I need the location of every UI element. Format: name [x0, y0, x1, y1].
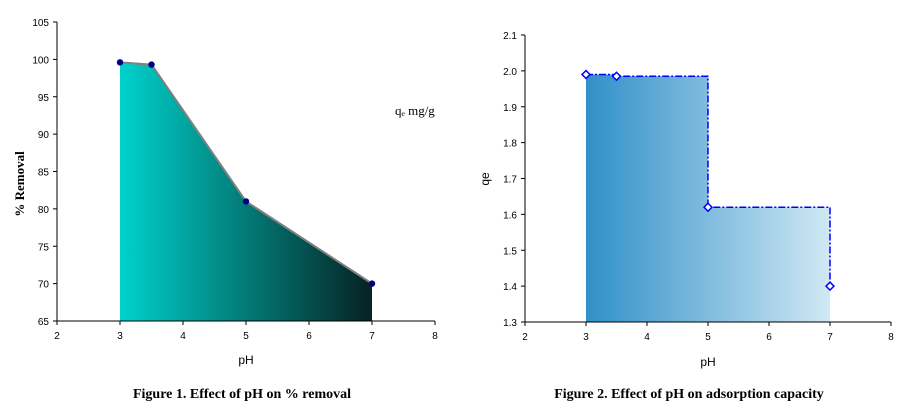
y-tick-label: 1.4: [503, 282, 517, 293]
chart-percent-removal: 2 3 4 5 6 7 8 65 70 75 80 85 90 95 100 105 pH % Remova…: [12, 18, 438, 402]
chart1-y-ticks: 65 70 75 80 85 90 95 100 105: [32, 18, 57, 328]
y-tick-label: 100: [32, 55, 49, 66]
data-point-marker: [242, 198, 250, 205]
y-tick-label: 1.3: [503, 318, 517, 329]
chart2-caption: Figure 2. Effect of pH on adsorption cap…: [554, 387, 824, 402]
chart2-y-axis-label: qe: [478, 172, 492, 186]
x-tick-label: 7: [827, 332, 833, 343]
y-tick-label: 105: [32, 18, 49, 29]
x-tick-label: 4: [644, 332, 650, 343]
x-tick-label: 5: [705, 332, 711, 343]
x-tick-label: 8: [888, 332, 894, 343]
chart1-x-axis-label: pH: [238, 353, 253, 367]
y-tick-label: 95: [38, 93, 50, 104]
data-point-marker: [611, 71, 622, 82]
x-tick-label: 3: [117, 331, 123, 342]
data-point-marker: [824, 281, 836, 292]
chart-adsorption-capacity: 2 3 4 5 6 7 8 1.3 1.4 1.5 1.6 1.7 1.8 1.9 2.0 2.1 pH q…: [478, 31, 894, 402]
y-tick-label: 75: [38, 242, 50, 253]
data-point-marker: [580, 69, 592, 80]
series-area-fill: [120, 62, 372, 322]
x-tick-label: 2: [54, 331, 60, 342]
x-tick-label: 7: [369, 331, 375, 342]
y-tick-label: 2.1: [503, 31, 517, 42]
x-tick-label: 3: [583, 332, 589, 343]
y-tick-label: 85: [38, 168, 50, 179]
y-tick-label: 80: [38, 205, 50, 216]
y-tick-label: 2.0: [503, 67, 517, 78]
x-tick-label: 6: [766, 332, 772, 343]
chart1-annotation: qₑ mg/g: [395, 103, 435, 118]
chart1-area-layer: [116, 59, 376, 322]
chart1-caption: Figure 1. Effect of pH on % removal: [133, 387, 351, 402]
x-tick-label: 2: [522, 332, 528, 343]
chart1-x-ticks: 2 3 4 5 6 7 8: [54, 321, 438, 342]
y-tick-label: 1.6: [503, 210, 517, 221]
y-tick-label: 90: [38, 130, 50, 141]
data-point-marker: [116, 59, 124, 66]
x-tick-label: 8: [432, 331, 438, 342]
y-tick-label: 1.7: [503, 175, 517, 186]
y-tick-label: 1.5: [503, 246, 517, 257]
chart2-x-ticks: 2 3 4 5 6 7 8: [522, 322, 894, 343]
chart2-y-ticks: 1.3 1.4 1.5 1.6 1.7 1.8 1.9 2.0 2.1: [503, 31, 525, 329]
data-point-marker: [702, 202, 714, 213]
x-tick-label: 4: [180, 331, 186, 342]
y-tick-label: 1.9: [503, 103, 517, 114]
chart2-area-layer: [580, 69, 836, 322]
series-area-fill: [586, 74, 830, 322]
data-point-marker: [368, 280, 376, 287]
chart2-x-axis-label: pH: [700, 355, 715, 369]
x-tick-label: 6: [306, 331, 312, 342]
data-point-marker: [148, 61, 155, 68]
series-line: [119, 61, 373, 285]
x-tick-label: 5: [243, 331, 249, 342]
y-tick-label: 1.8: [503, 139, 517, 150]
y-tick-label: 70: [38, 280, 50, 291]
y-tick-label: 65: [38, 317, 50, 328]
chart1-y-axis-label: % Removal: [12, 151, 27, 217]
